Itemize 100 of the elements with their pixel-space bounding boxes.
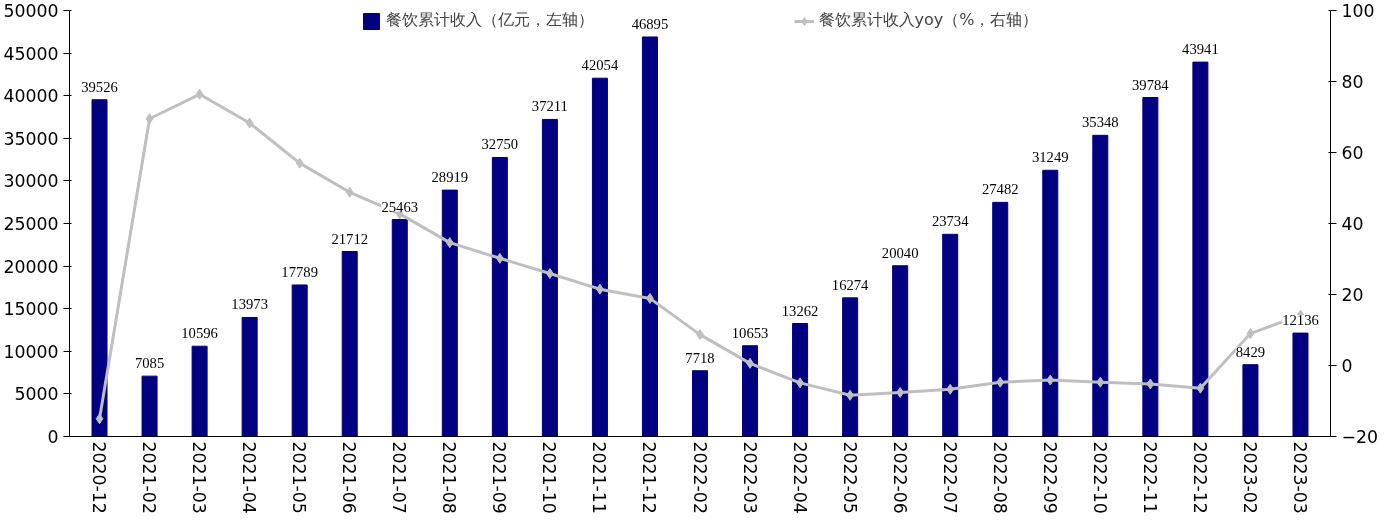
bar [291,284,308,437]
y-tick-label: 45000 [3,43,59,64]
data-label: 28919 [431,169,469,186]
point [295,157,304,169]
y2-tick-label: 100 [1341,1,1375,21]
data-label: 10596 [181,325,218,342]
y-tick-label: 50000 [3,1,59,21]
point [996,376,1005,388]
bar [892,265,909,437]
bar [1092,134,1109,437]
x-tick-label: 2021-09 [489,441,510,514]
y2-tick-label: 80 [1341,72,1364,92]
x-tick-label: 2022-07 [939,441,960,514]
x-tick-label: 2021-04 [239,441,260,514]
y-tick-label: 20000 [3,256,59,277]
x-tick-label: 2023-03 [1289,441,1310,514]
point [1146,378,1155,390]
x-tick-label: 2022-11 [1139,441,1160,514]
bar [541,118,558,437]
point [145,113,154,125]
point [1246,328,1255,340]
data-label: 35348 [1082,114,1119,131]
data-label: 13973 [231,296,268,313]
data-label: 42054 [581,57,619,74]
y-tick-label: 0 [47,427,59,447]
bar [391,219,408,437]
x-tick-label: 2022-09 [1039,441,1060,514]
point [946,383,955,395]
data-label: 25463 [381,198,419,215]
y2-tick-label: 60 [1341,143,1364,163]
legend-label: 餐饮累计收入yoy（%，右轴） [818,10,1039,31]
bar [942,233,959,437]
data-label: 31249 [1031,149,1069,166]
legend-label: 餐饮累计收入（亿元，左轴） [385,10,594,31]
bar [491,156,508,437]
y2-tick-label: 20 [1341,285,1364,305]
x-tick-label: 2021-12 [639,441,660,514]
point [445,237,454,249]
bar [191,345,208,437]
x-tick-label: 2022-03 [739,441,760,514]
data-label: 7718 [685,349,715,366]
data-label: 7085 [134,355,165,372]
y-tick-label: 25000 [3,214,59,234]
x-tick-label: 2022-12 [1189,441,1210,514]
y-tick-label: 15000 [3,299,59,320]
data-label: 23734 [931,213,970,230]
data-label: 39784 [1132,76,1170,93]
bar [842,297,859,437]
point [195,88,204,100]
bar [341,251,358,437]
bar [1142,97,1159,437]
x-tick-label: 2021-02 [139,441,160,514]
x-tick-label: 2020-12 [89,441,110,514]
data-label: 12136 [1282,312,1319,329]
bar [641,36,658,437]
bar [1292,332,1309,437]
y2-tick-label: 0 [1341,356,1353,376]
bar [141,375,158,437]
x-tick-label: 2022-04 [789,441,810,514]
bar [742,345,759,437]
bar [1042,169,1059,437]
y-tick-label: 30000 [3,171,59,192]
data-label: 46895 [631,15,669,32]
x-tick-label: 2022-06 [889,441,910,514]
x-tick-label: 2021-07 [389,441,410,514]
y2-tick-label: −20 [1341,427,1379,447]
y-tick-label: 10000 [3,341,59,362]
data-label: 8429 [1235,343,1266,360]
x-tick-label: 2022-08 [989,441,1010,514]
x-tick-label: 2021-10 [539,441,560,514]
data-label: 10653 [731,324,769,341]
data-label: 16274 [831,276,870,293]
data-label: 17789 [281,263,318,280]
x-tick-label: 2021-08 [439,441,460,514]
y2-tick-label: 40 [1341,214,1364,234]
bar [1242,364,1259,437]
bar [691,370,709,437]
point [345,186,354,198]
x-tick-label: 2021-06 [339,441,360,514]
data-label: 32750 [481,136,519,153]
bar [792,323,809,437]
point [1196,382,1205,394]
y-tick-label: 40000 [3,86,59,107]
x-tick-label: 2023-02 [1239,441,1260,514]
bar [91,99,108,437]
y-tick-label: 35000 [3,128,59,149]
data-label: 43941 [1182,41,1219,58]
bar [591,77,608,437]
data-label: 27482 [981,181,1019,198]
x-tick-label: 2021-05 [289,441,310,514]
bar [1192,61,1209,437]
x-tick-label: 2021-03 [189,441,210,514]
x-tick-label: 2021-11 [589,441,610,514]
point [245,117,254,129]
data-label: 21712 [331,230,369,247]
bar [441,189,458,437]
x-tick-label: 2022-05 [839,441,860,514]
y-tick-label: 5000 [14,384,59,405]
data-label: 39526 [81,78,118,95]
bar [992,201,1009,437]
